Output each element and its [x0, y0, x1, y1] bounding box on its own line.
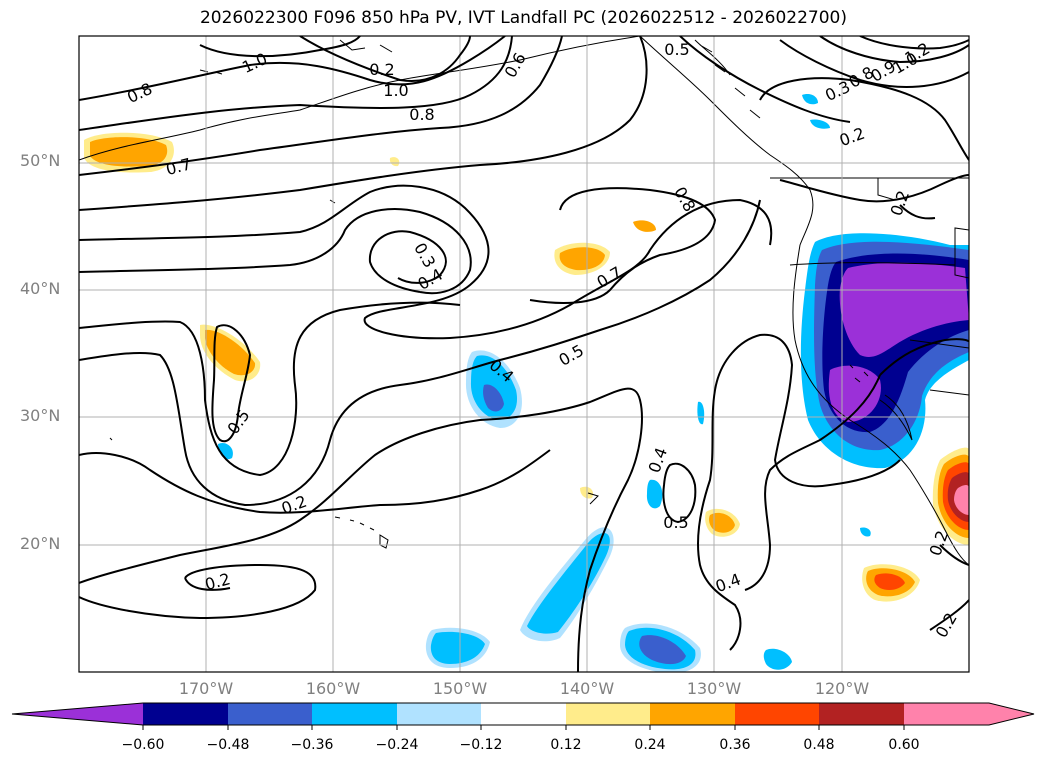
- figure-title: 2026022300 F096 850 hPa PV, IVT Landfall…: [199, 8, 847, 28]
- colorbar-tick-label: −0.60: [121, 737, 165, 753]
- lon-label: 140°W: [559, 679, 615, 698]
- colorbar-extend-high: [989, 703, 1034, 725]
- colorbar-tick-label: 0.36: [719, 737, 751, 753]
- colorbar-tick-label: 0.48: [803, 737, 835, 753]
- lat-label: 30°N: [20, 406, 61, 425]
- contour-label: 0.5: [664, 40, 689, 59]
- lon-label: 150°W: [432, 679, 488, 698]
- colorbar-tick-label: 0.24: [634, 737, 666, 753]
- pv-contours: [79, 36, 969, 672]
- contour-label: 1.0: [383, 81, 408, 100]
- lat-label: 40°N: [20, 279, 61, 298]
- map-frame: [78, 35, 970, 673]
- contour-label: 0.8: [409, 105, 434, 124]
- lat-label: 20°N: [20, 534, 61, 553]
- colorbar-tick-label: −0.12: [459, 737, 503, 753]
- colorbar-tick-label: −0.36: [290, 737, 334, 753]
- colorbar-tick-label: 0.12: [550, 737, 582, 753]
- colorbar-tick-label: −0.24: [375, 737, 419, 753]
- colorbar-tick-label: −0.48: [206, 737, 250, 753]
- shaded-anomaly-fields: [84, 93, 969, 672]
- lon-label: 170°W: [178, 679, 234, 698]
- lon-label: 160°W: [305, 679, 361, 698]
- lon-label: 120°W: [814, 679, 870, 698]
- colorbar-extend-low: [12, 703, 143, 725]
- contour-label: 0.5: [663, 513, 688, 532]
- colorbar: [11, 702, 1035, 730]
- coastlines: [79, 36, 969, 566]
- lon-label: 130°W: [686, 679, 742, 698]
- lat-label: 50°N: [20, 151, 61, 170]
- contour-label: 0.2: [369, 60, 394, 79]
- colorbar-tick-label: 0.60: [888, 737, 920, 753]
